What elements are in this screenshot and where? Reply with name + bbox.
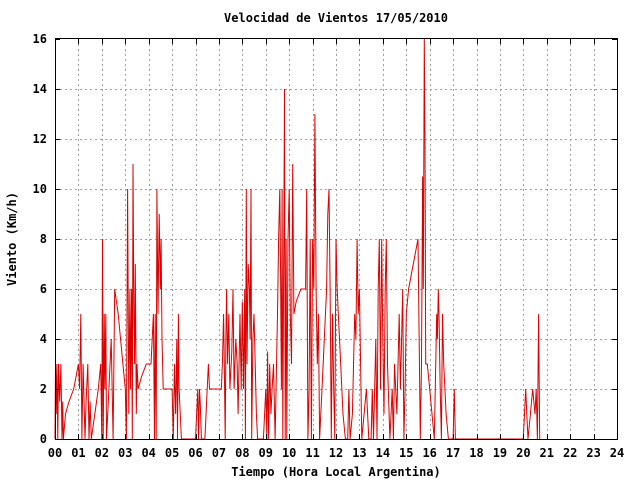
x-tick-label: 20 xyxy=(516,446,530,460)
wind-speed-line xyxy=(54,38,541,440)
y-tick-label: 12 xyxy=(33,132,47,146)
y-tick-label: 6 xyxy=(40,282,47,296)
x-tick-label: 16 xyxy=(422,446,436,460)
y-tick-label: 4 xyxy=(40,332,47,346)
x-tick-label: 13 xyxy=(352,446,366,460)
x-tick-label: 12 xyxy=(329,446,343,460)
x-tick-label: 23 xyxy=(586,446,600,460)
x-tick-label: 08 xyxy=(235,446,249,460)
x-tick-label: 15 xyxy=(399,446,413,460)
x-tick-label: 04 xyxy=(141,446,155,460)
x-tick-label: 19 xyxy=(493,446,507,460)
x-tick-label: 22 xyxy=(563,446,577,460)
x-tick-label: 06 xyxy=(188,446,202,460)
x-tick-label: 07 xyxy=(212,446,226,460)
x-tick-label: 05 xyxy=(165,446,179,460)
x-tick-label: 21 xyxy=(540,446,554,460)
x-tick-label: 10 xyxy=(282,446,296,460)
y-tick-label: 8 xyxy=(40,232,47,246)
x-tick-label: 09 xyxy=(259,446,273,460)
y-tick-label: 0 xyxy=(40,432,47,446)
y-axis-label: Viento (Km/h) xyxy=(5,192,19,286)
axis-ticks: 00 01 02 03 04 05 06 07 08 09 10 11 12 13 14 15 16 17 18 19… xyxy=(33,32,625,460)
x-tick-label: 14 xyxy=(376,446,390,460)
x-tick-label: 18 xyxy=(469,446,483,460)
chart-title: Velocidad de Vientos 17/05/2010 xyxy=(224,11,448,25)
x-axis-label: Tiempo (Hora Local Argentina) xyxy=(231,465,441,479)
y-tick-label: 2 xyxy=(40,382,47,396)
y-tick-label: 16 xyxy=(33,32,47,46)
x-tick-label: 01 xyxy=(71,446,85,460)
x-tick-label: 00 xyxy=(48,446,62,460)
x-tick-label: 17 xyxy=(446,446,460,460)
x-tick-label: 24 xyxy=(610,446,624,460)
x-tick-label: 03 xyxy=(118,446,132,460)
y-tick-label: 14 xyxy=(33,82,47,96)
x-tick-label: 02 xyxy=(95,446,109,460)
series-layer xyxy=(54,38,541,440)
x-tick-label: 11 xyxy=(305,446,319,460)
y-tick-label: 10 xyxy=(33,182,47,196)
